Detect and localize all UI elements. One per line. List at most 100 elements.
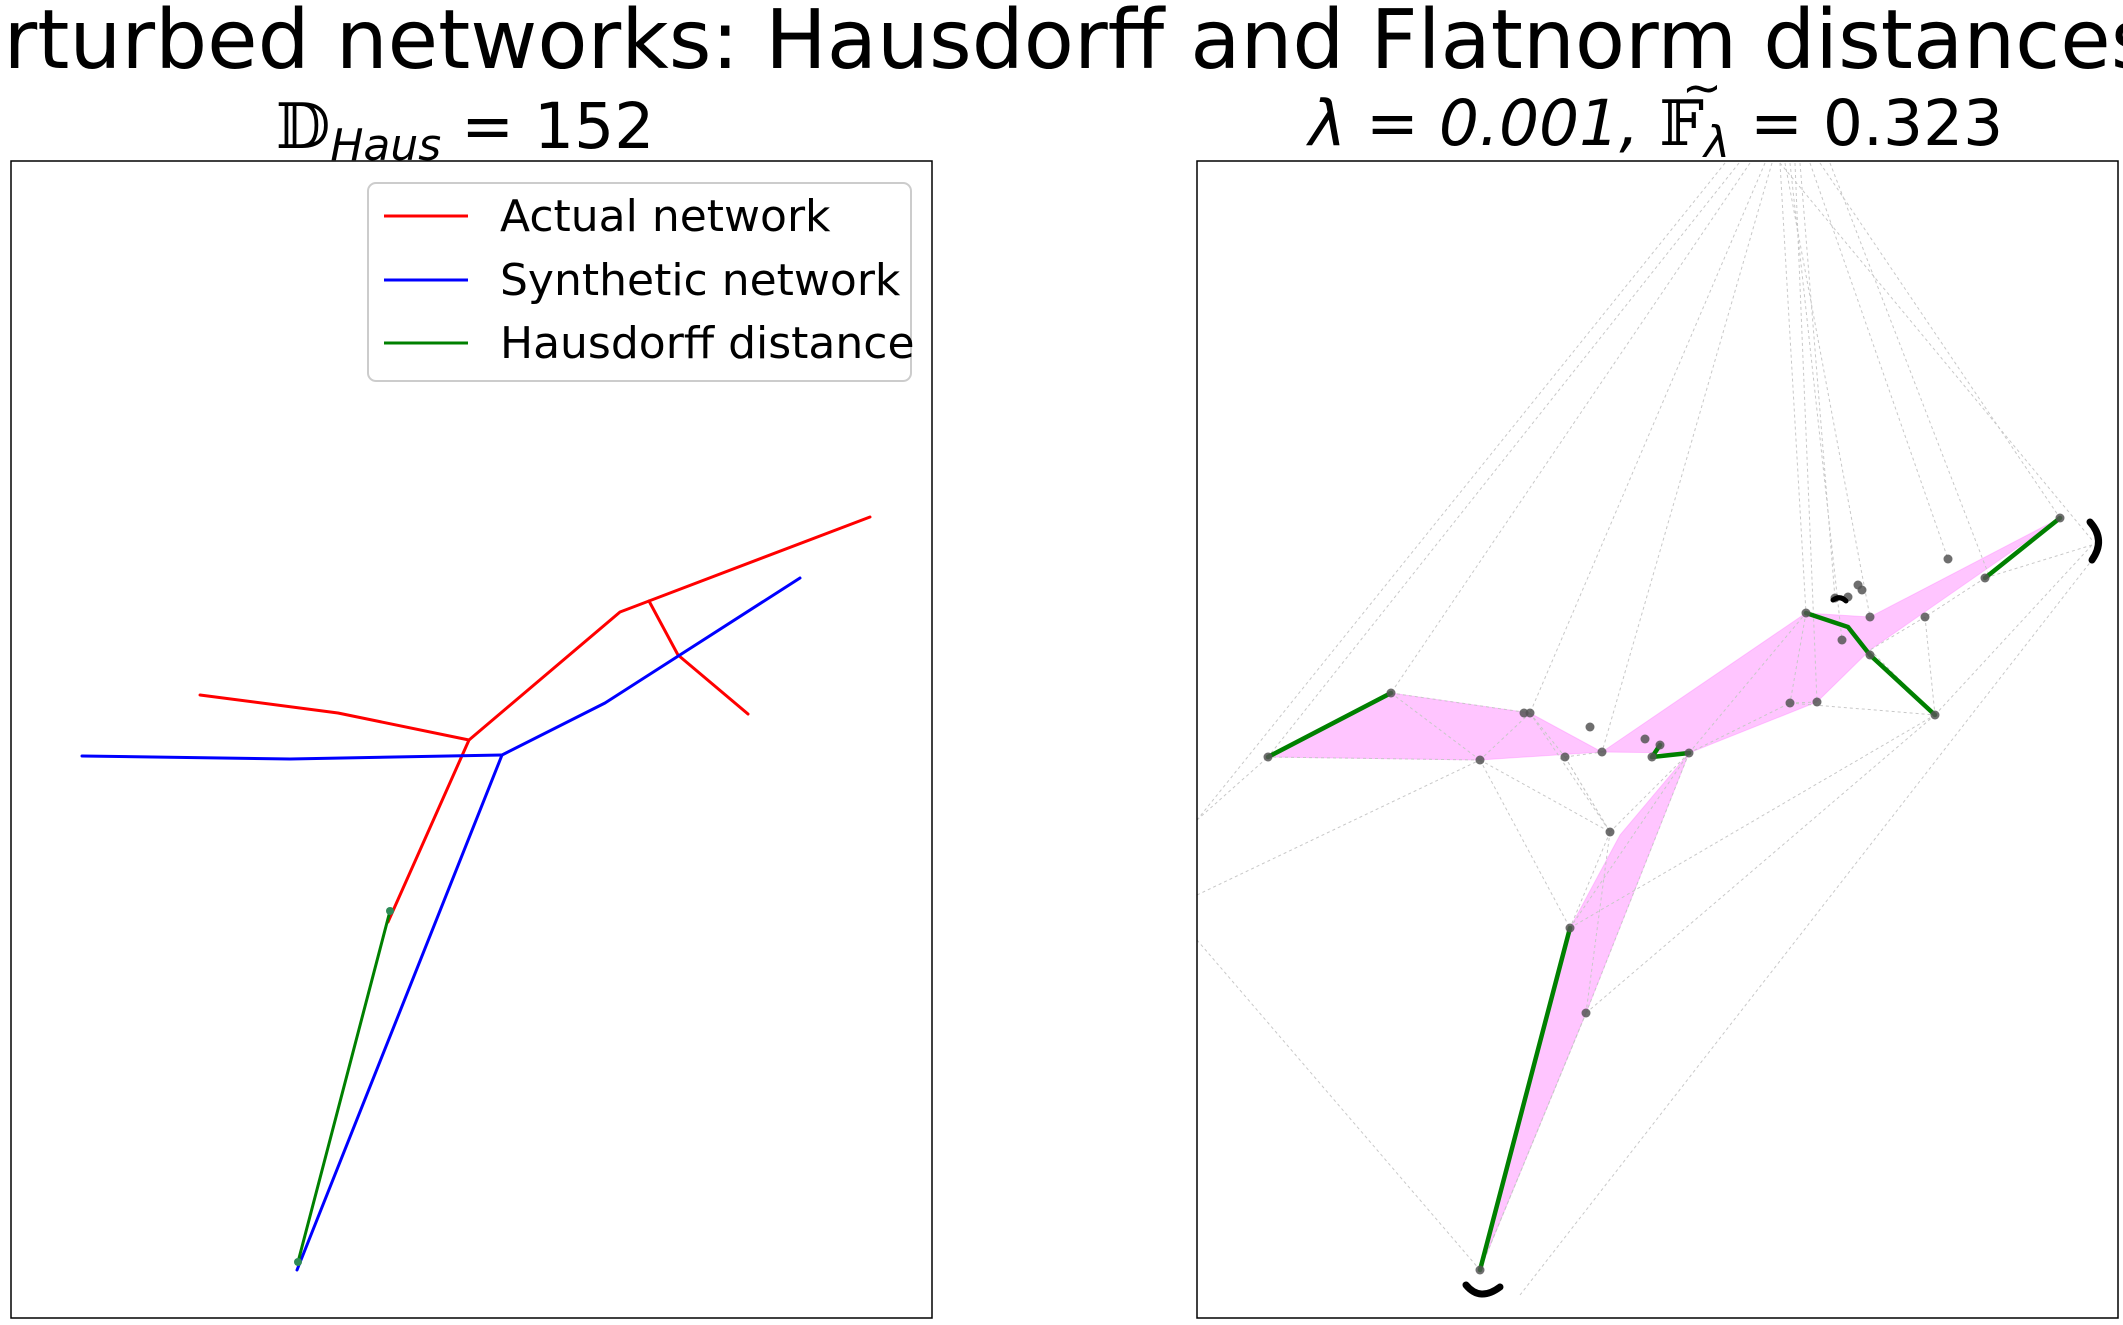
mesh-node-12 — [1605, 827, 1615, 837]
mesh-node-29 — [1930, 710, 1940, 720]
mesh-edge-12 — [1197, 162, 1726, 821]
left-title-rest: = 152 — [441, 90, 654, 163]
left-synthetic-network-segment-0 — [80, 753, 504, 761]
mesh-node-28 — [2055, 513, 2065, 523]
mesh-edge-25 — [1569, 831, 1611, 929]
left-plot-area — [80, 515, 872, 1272]
mesh-edge-41 — [1984, 544, 2093, 579]
svg-text:Actual network: Actual network — [500, 191, 831, 242]
right-axes-border — [1196, 160, 2119, 1319]
left-title-symbol: 𝔻 — [276, 90, 331, 163]
mesh-edge-16 — [1197, 939, 1481, 1271]
mesh-edge-44 — [1564, 756, 1611, 833]
right-title-symbol: 𝔽 — [1659, 87, 1704, 160]
mesh-node-0 — [1263, 752, 1273, 762]
mesh-edge-34 — [1934, 544, 2093, 716]
legend-entry-synthetic: Synthetic network — [384, 255, 901, 306]
arc-marker-right — [2086, 518, 2102, 564]
mesh-edge-35 — [1924, 616, 1936, 716]
flatnorm-region-1 — [1600, 517, 2061, 754]
mesh-edge-50 — [1519, 559, 2093, 1296]
mesh-edge-8 — [1799, 162, 1836, 599]
mesh-node-8 — [1640, 734, 1650, 744]
figure-title: Perturbed networks: Hausdorff and Flatno… — [0, 0, 2123, 88]
mesh-node-27 — [1980, 573, 1990, 583]
right-title-rest: = 0.323 — [1730, 87, 2003, 160]
mesh-edge-2 — [1529, 162, 1766, 714]
mesh-edge-26 — [1479, 759, 1571, 929]
mesh-edge-22 — [1564, 751, 1603, 758]
mesh-node-13 — [1565, 923, 1575, 933]
legend: Actual network Synthetic network Hausdor… — [367, 182, 915, 382]
flow-segment-1 — [1982, 515, 2063, 581]
right-axes — [1196, 160, 2119, 1319]
mesh-node-30 — [1853, 580, 1863, 590]
mesh-node-16 — [1801, 608, 1811, 618]
left-synthetic-network-segment-2 — [295, 753, 504, 1272]
svg-text:Synthetic network: Synthetic network — [500, 255, 901, 306]
right-plot-title: λ = 0.001, 𝔽λ = 0.323 — [1306, 87, 2004, 168]
right-title-lambda: λ = 0.001, — [1306, 87, 1660, 160]
mesh-node-10 — [1647, 752, 1657, 762]
mesh-edge-30 — [1585, 714, 1936, 1014]
mesh-node-14 — [1581, 1008, 1591, 1018]
mesh-edge-51 — [1569, 752, 1690, 929]
flow-segment-0 — [1265, 690, 1394, 760]
left-synthetic-network-segment-1 — [500, 576, 802, 757]
mesh-node-23 — [1812, 697, 1822, 707]
mesh-edge-49 — [1585, 831, 1611, 1014]
mesh-edge-46 — [1479, 759, 1611, 833]
mesh-node-25 — [1920, 612, 1930, 622]
mesh-node-1 — [1386, 688, 1396, 698]
mesh-node-6 — [1475, 755, 1485, 765]
legend-entry-hausdorff: Hausdorff distance — [384, 318, 915, 369]
mesh-edge-9 — [1809, 162, 1949, 560]
right-axes-frame — [1197, 161, 2118, 1318]
mesh-edge-32 — [1688, 702, 1791, 754]
hausdorff-endpoint-1 — [294, 1258, 302, 1266]
right-title-subscript: λ — [1702, 117, 1730, 168]
legend-entry-actual: Actual network — [384, 191, 831, 242]
mesh-node-5 — [1560, 752, 1570, 762]
mesh-node-24 — [1785, 698, 1795, 708]
mesh-edge-14 — [1197, 756, 1269, 821]
mesh-edge-42 — [1789, 701, 1818, 704]
mesh-edge-47 — [1569, 714, 1936, 929]
mesh-node-22 — [1865, 650, 1875, 660]
right-plot-area — [1197, 162, 2093, 1296]
left-hausdorff-distance-segment-0 — [296, 909, 392, 1264]
mesh-node-9 — [1655, 740, 1665, 750]
mesh-edge-19 — [1267, 756, 1481, 761]
mesh-node-3 — [1525, 708, 1535, 718]
mesh-node-20 — [1865, 612, 1875, 622]
mesh-node-21 — [1837, 635, 1847, 645]
mesh-edge-48 — [1479, 1012, 1587, 1271]
mesh-node-7 — [1597, 747, 1607, 757]
left-axes: Actual network Synthetic network Hausdor… — [10, 160, 933, 1319]
mesh-node-26 — [1943, 554, 1953, 564]
mesh-node-4 — [1585, 722, 1595, 732]
left-actual-network-segment-1 — [467, 515, 872, 742]
arc-marker-center — [1830, 595, 1849, 604]
arc-marker-bottom — [1462, 1281, 1504, 1298]
mesh-edge-3 — [1601, 162, 1773, 753]
legend-box — [367, 182, 912, 382]
mesh-edge-29 — [1585, 752, 1690, 1014]
left-actual-network-segment-3 — [386, 738, 471, 924]
flow-segment-5 — [1477, 925, 1573, 1273]
mesh-edge-18 — [1390, 692, 1481, 761]
flow-segment-4 — [1649, 750, 1692, 760]
flow-segment-2 — [1803, 610, 1938, 718]
hausdorff-endpoint-0 — [386, 907, 394, 915]
mesh-edge-5 — [1784, 162, 1871, 618]
mesh-edge-40 — [1869, 616, 1926, 651]
mesh-edge-15 — [1197, 759, 1481, 896]
mesh-edge-11 — [1829, 162, 1991, 579]
mesh-node-15 — [1475, 1265, 1485, 1275]
mesh-edge-0 — [1267, 162, 1740, 758]
mesh-edge-43 — [1609, 752, 1690, 833]
mesh-edge-1 — [1390, 162, 1751, 694]
mesh-edge-31 — [1688, 612, 1807, 754]
left-actual-network-segment-0 — [198, 693, 471, 742]
